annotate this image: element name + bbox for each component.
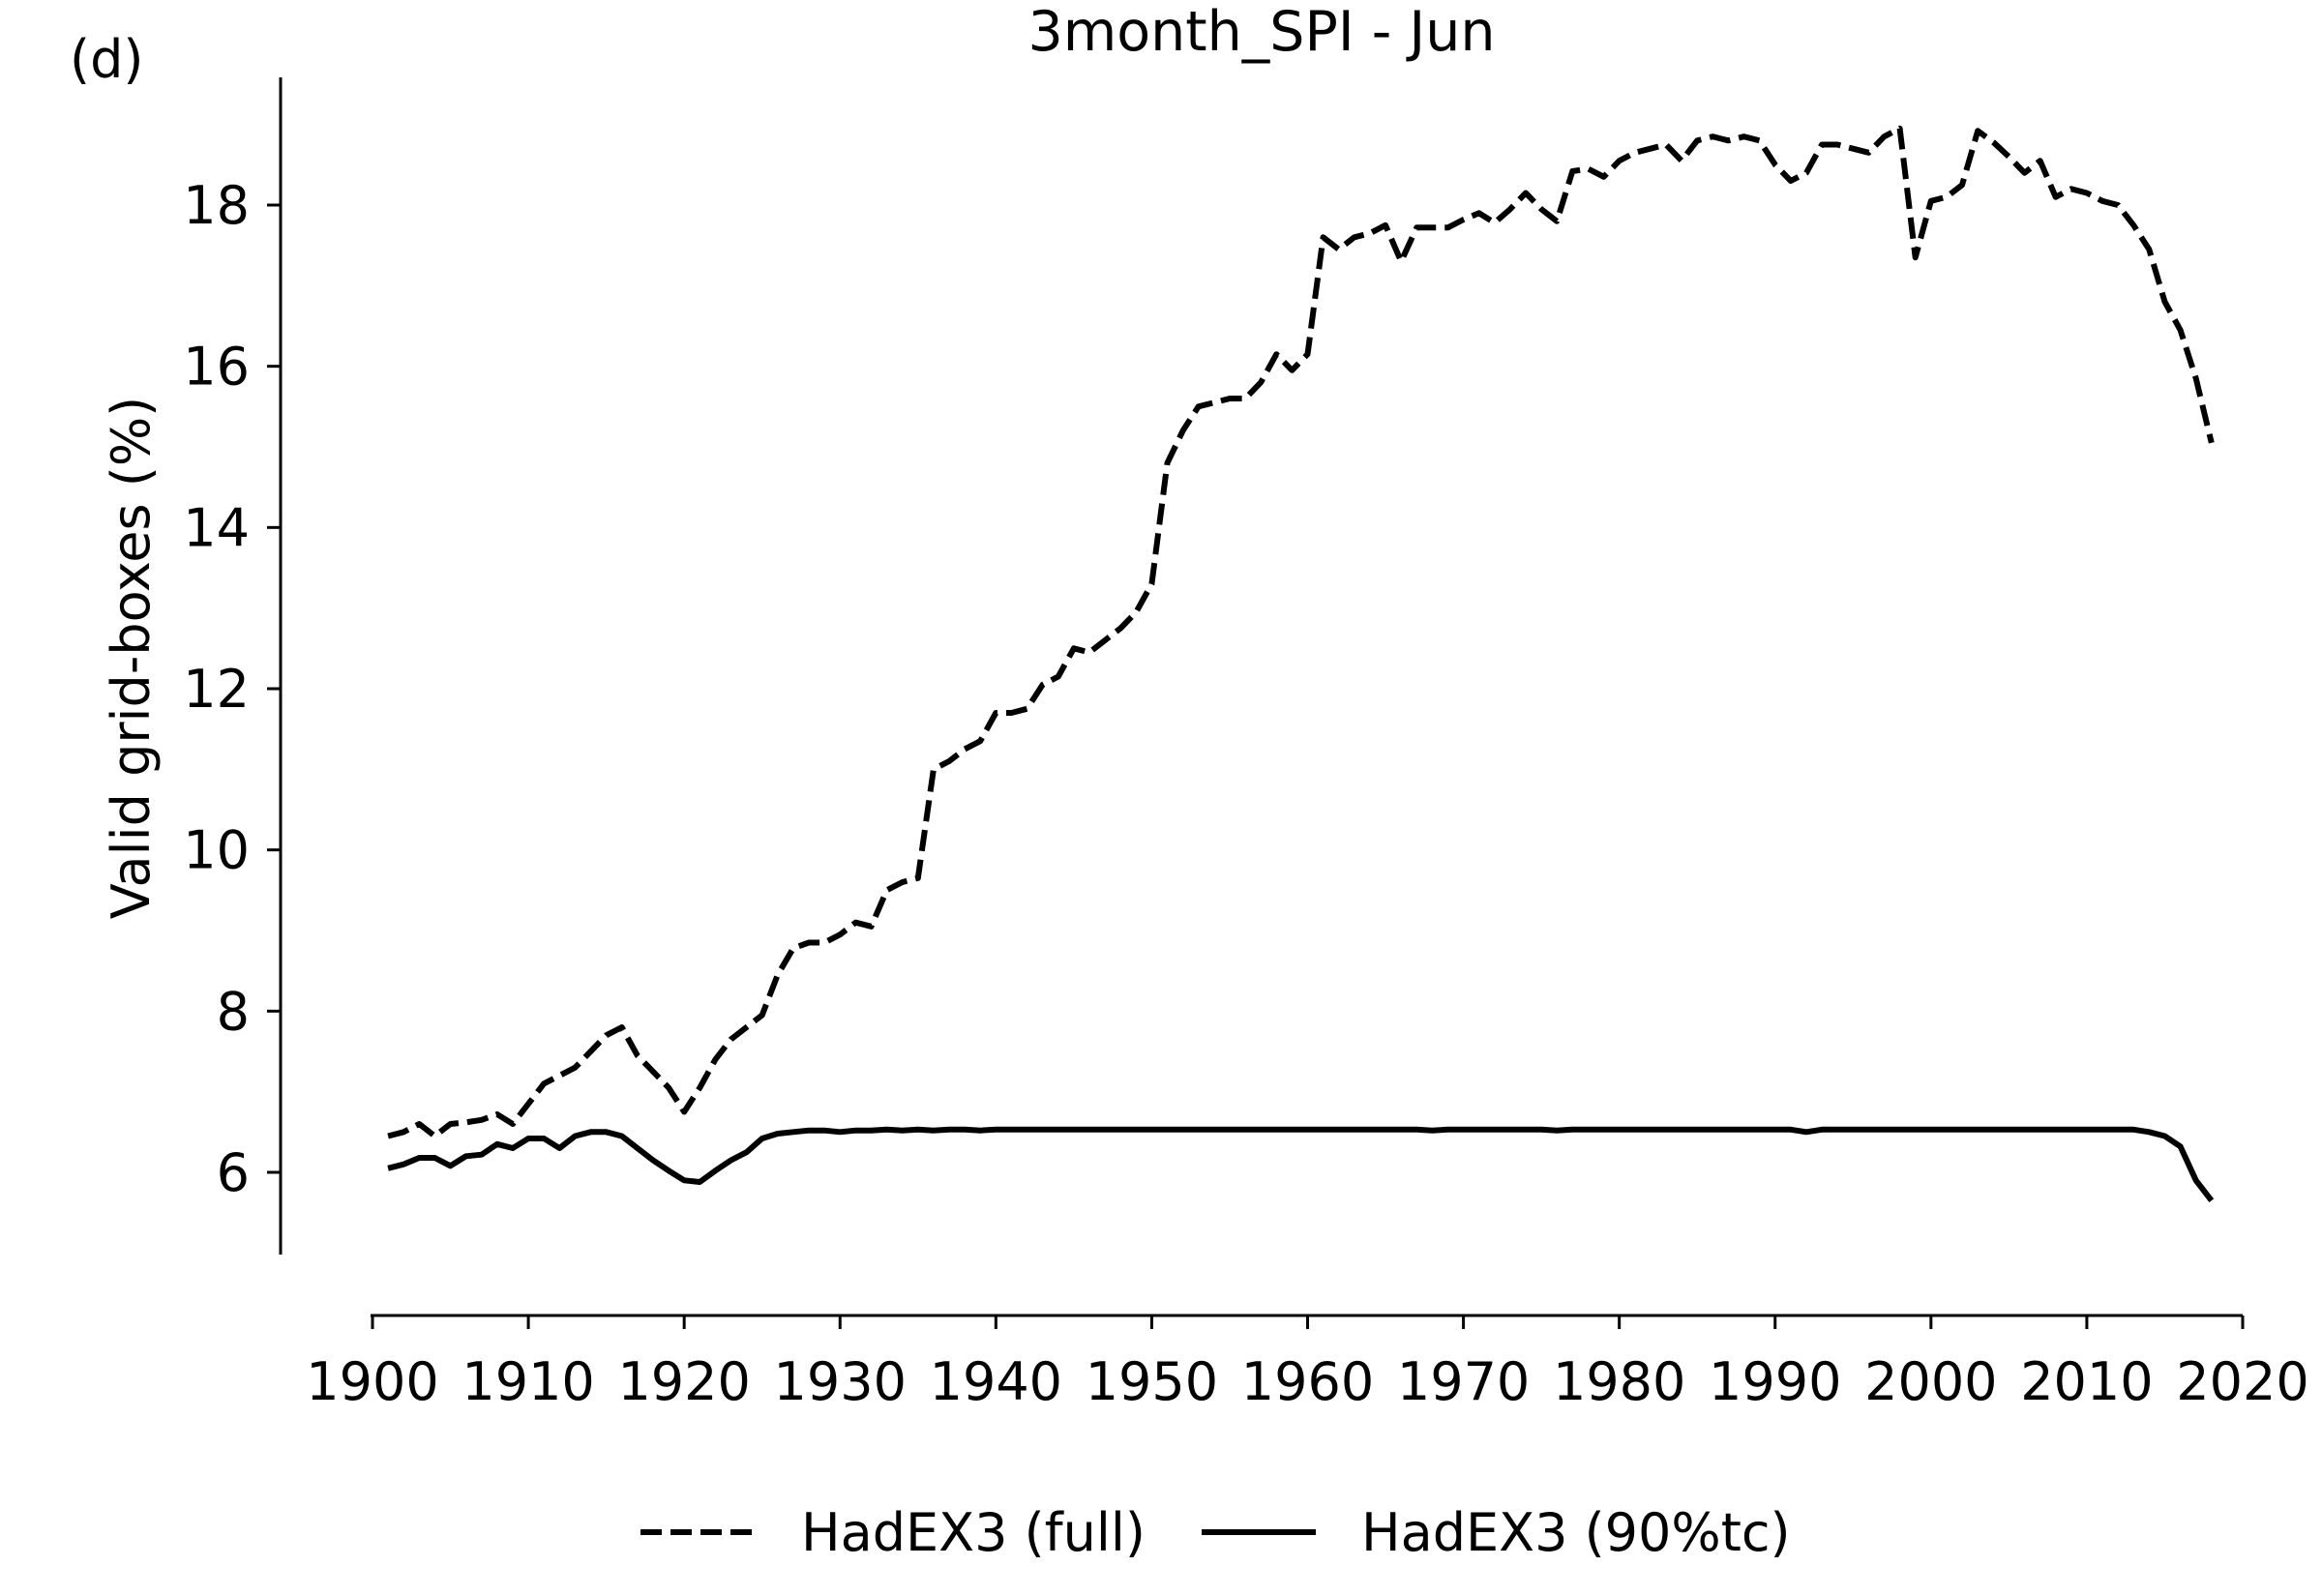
y-axis-title: Valid grid-boxes (%) (101, 397, 162, 919)
x-axis-ticks: 1900 1910 1920 1930 1940 1950 1960 1970 1980 1990… (306, 1315, 2309, 1412)
x-tick-label: 2000 (1864, 1351, 1997, 1412)
y-tick-label: 16 (183, 337, 250, 398)
x-tick-label: 1930 (774, 1351, 907, 1412)
legend-label-full: HadEX3 (full) (801, 1502, 1146, 1563)
chart-title: 3month_SPI - Jun (1028, 0, 1496, 64)
x-tick-label: 1920 (617, 1351, 750, 1412)
x-tick-label: 1960 (1241, 1351, 1374, 1412)
y-axis-ticks: 6 8 10 12 14 16 18 (183, 175, 281, 1203)
x-tick-label: 1970 (1397, 1351, 1530, 1412)
panel-label: (d) (70, 29, 143, 90)
legend: HadEX3 (full) HadEX3 (90%tc) (640, 1502, 1791, 1563)
x-tick-label: 1910 (461, 1351, 594, 1412)
y-tick-label: 10 (183, 820, 250, 881)
x-tick-label: 1990 (1709, 1351, 1841, 1412)
x-tick-label: 1900 (306, 1351, 438, 1412)
x-tick-label: 1980 (1553, 1351, 1685, 1412)
series-line-full (387, 125, 2215, 1139)
x-tick-label: 1950 (1086, 1351, 1218, 1412)
y-tick-label: 6 (217, 1142, 250, 1203)
y-tick-label: 8 (217, 981, 250, 1042)
x-tick-label: 2020 (2176, 1351, 2308, 1412)
x-tick-label: 2010 (2020, 1351, 2153, 1412)
x-tick-label: 1940 (930, 1351, 1062, 1412)
plot-area (387, 125, 2215, 1203)
legend-label-90tc: HadEX3 (90%tc) (1361, 1502, 1791, 1563)
y-tick-label: 14 (183, 497, 250, 558)
y-tick-label: 12 (183, 659, 250, 720)
series-line-90tc (387, 1126, 2215, 1203)
y-tick-label: 18 (183, 175, 250, 236)
